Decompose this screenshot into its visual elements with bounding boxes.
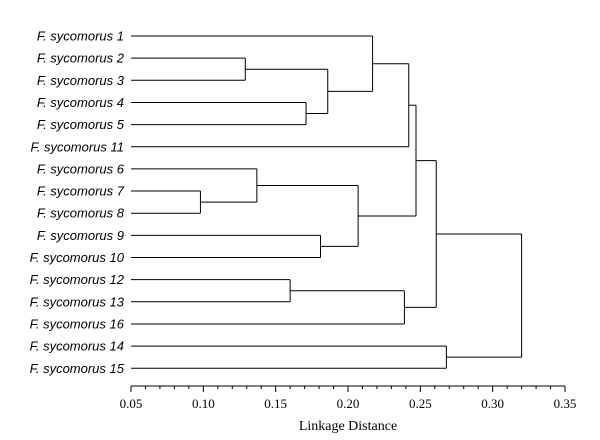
leaf-label: F. sycomorus 11: [31, 139, 124, 154]
leaf-label: F. sycomorus 3: [37, 73, 125, 88]
leaf-label: F. sycomorus 10: [30, 250, 125, 265]
leaf-label: F. sycomorus 2: [37, 51, 125, 66]
leaf-labels: F. sycomorus 1 F. sycomorus 2 F. sycomorus…: [30, 29, 125, 376]
leaf-label: F. sycomorus 4: [37, 95, 124, 110]
leaf-label: F. sycomorus 7: [37, 184, 125, 199]
leaf-label: F. sycomorus 5: [37, 117, 125, 132]
leaf-label: F. sycomorus 16: [30, 316, 125, 331]
leaf-label: F. sycomorus 9: [37, 228, 124, 243]
tick-label: 0.30: [481, 396, 504, 411]
x-axis-title: Linkage Distance: [299, 419, 397, 434]
leaf-label: F. sycomorus 13: [30, 294, 125, 309]
dendrogram-branches: [131, 35, 523, 369]
tick-label: 0.05: [120, 396, 143, 411]
leaf-label: F. sycomorus 12: [30, 272, 125, 287]
leaf-label: F. sycomorus 15: [30, 361, 125, 376]
leaf-label: F. sycomorus 6: [37, 161, 125, 176]
leaf-label: F. sycomorus 8: [37, 206, 125, 221]
tick-label: 0.25: [409, 396, 432, 411]
tick-label: 0.10: [192, 396, 215, 411]
tick-label: 0.15: [264, 396, 287, 411]
leaf-label: F. sycomorus 14: [30, 339, 124, 354]
tick-label: 0.35: [554, 396, 577, 411]
tick-label: 0.20: [337, 396, 360, 411]
leaf-label: F. sycomorus 1: [37, 29, 124, 44]
x-axis: 0.05 0.10 0.15 0.20 0.25 0.30 0.35: [120, 385, 577, 411]
